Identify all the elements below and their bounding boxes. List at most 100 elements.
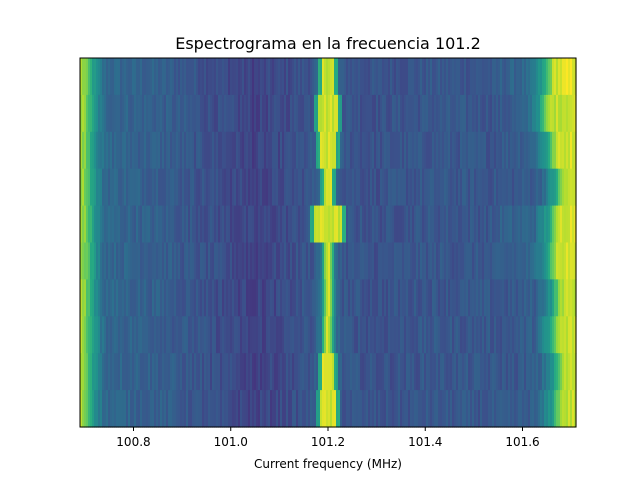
heatmap-cell [348,316,351,354]
heatmap-cell [542,205,545,244]
heatmap-cell [500,353,503,391]
heatmap-cell [102,279,105,317]
heatmap-cell [170,390,173,428]
heatmap-cell [220,242,223,280]
heatmap-cell [250,168,253,207]
heatmap-cell [120,390,123,428]
heatmap-cell [286,168,289,207]
heatmap-cell [104,94,107,133]
heatmap-cell [468,390,471,428]
heatmap-cell [516,131,519,170]
heatmap-cell [224,390,227,428]
heatmap-cell [208,242,211,280]
heatmap-cell [128,168,131,207]
heatmap-cell [192,390,195,428]
heatmap-cell [152,168,155,207]
heatmap-cell [132,242,135,280]
heatmap-cell [122,390,125,428]
heatmap-cell [262,242,265,280]
heatmap-cell [110,205,113,244]
heatmap-cell [92,205,95,244]
heatmap-cell [420,353,423,391]
heatmap-cell [506,242,509,280]
heatmap-cell [548,316,551,354]
heatmap-cell [206,94,209,133]
heatmap-cell [430,58,433,96]
heatmap-cell [414,58,417,96]
heatmap-cell [328,131,331,170]
heatmap-cell [86,279,89,317]
heatmap-cell [216,94,219,133]
heatmap-cell [544,58,547,96]
heatmap-cell [270,205,273,244]
heatmap-cell [182,168,185,207]
heatmap-cell [292,94,295,133]
heatmap-cell [172,316,175,354]
heatmap-cell [342,131,345,170]
heatmap-cell [310,316,313,354]
heatmap-cell [204,279,207,317]
heatmap-cell [478,242,481,280]
heatmap-cell [546,279,549,317]
heatmap-cell [334,353,337,391]
heatmap-cell [314,58,317,96]
heatmap-cell [290,316,293,354]
heatmap-cell [524,279,527,317]
heatmap-cell [350,131,353,170]
heatmap-cell [524,205,527,244]
heatmap-cell [294,353,297,391]
heatmap-cell [198,316,201,354]
heatmap-cell [492,353,495,391]
heatmap-cell [296,58,299,96]
heatmap-cell [368,279,371,317]
heatmap-cell [568,168,571,207]
heatmap-cell [292,58,295,96]
heatmap-cell [454,279,457,317]
heatmap-cell [456,279,459,317]
heatmap-cell [540,58,543,96]
heatmap-cell [338,168,341,207]
heatmap-cell [528,316,531,354]
heatmap-cell [474,58,477,96]
heatmap-cell [402,205,405,244]
heatmap-cell [160,168,163,207]
heatmap-cell [508,205,511,244]
heatmap-cell [302,279,305,317]
heatmap-cell [144,131,147,170]
heatmap-cell [530,94,533,133]
heatmap-cell [244,242,247,280]
heatmap-cell [426,316,429,354]
heatmap-cell [340,58,343,96]
heatmap-cell [184,390,187,428]
heatmap-cell [494,279,497,317]
heatmap-cell [476,205,479,244]
heatmap-cell [284,316,287,354]
heatmap-cell [138,390,141,428]
heatmap-cell [508,279,511,317]
heatmap-cell [200,279,203,317]
heatmap-cell [412,242,415,280]
heatmap-cell [420,390,423,428]
heatmap-cell [350,94,353,133]
heatmap-cell [138,205,141,244]
heatmap-cell [122,316,125,354]
heatmap-cell [274,316,277,354]
heatmap-cell [174,205,177,244]
heatmap-cell [152,316,155,354]
heatmap-cell [398,168,401,207]
heatmap-cell [466,390,469,428]
heatmap-cell [338,58,341,96]
heatmap-cell [548,131,551,170]
heatmap-cell [370,168,373,207]
heatmap-cell [262,279,265,317]
heatmap-cell [318,279,321,317]
heatmap-cell [108,94,111,133]
heatmap-cell [418,353,421,391]
heatmap-cell [422,353,425,391]
heatmap-cell [196,390,199,428]
heatmap-cell [554,353,557,391]
heatmap-cell [424,390,427,428]
heatmap-cell [164,242,167,280]
heatmap-cell [258,94,261,133]
heatmap-cell [214,390,217,428]
